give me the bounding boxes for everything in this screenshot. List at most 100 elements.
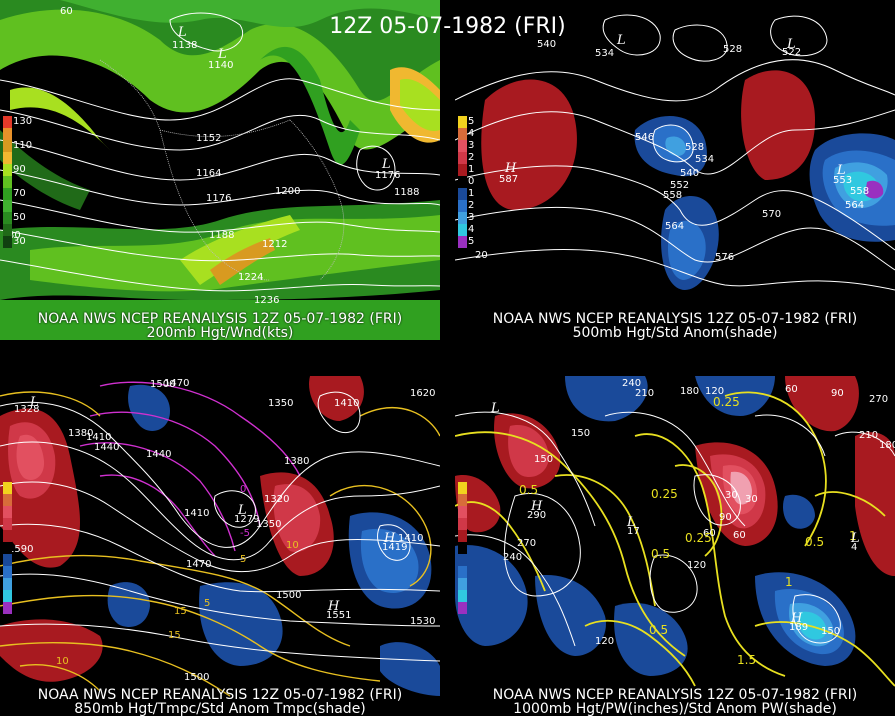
contour-label: 1176: [375, 170, 400, 181]
contour-label: 1224: [238, 272, 263, 283]
legend-swatch: [458, 518, 467, 530]
legend-label: 5: [468, 116, 475, 127]
map-title: 12Z 05-07-1982 (FRI): [329, 14, 566, 39]
legend-swatch: [458, 152, 467, 164]
svg-text:H: H: [327, 599, 340, 614]
pw-label: 1.5: [737, 653, 756, 667]
legend-swatch: [458, 566, 467, 578]
contour-label: 180: [879, 440, 895, 451]
legend-swatch: [458, 188, 467, 200]
legend-swatch: [458, 494, 467, 506]
contour-label: 180: [680, 386, 699, 397]
legend-label: 1: [468, 188, 475, 199]
contour-label: 270: [869, 394, 888, 405]
legend-swatch: [3, 224, 12, 236]
high-center-value: 290: [527, 510, 546, 521]
contour-label: 1470: [164, 378, 189, 389]
legend-swatch: [3, 590, 12, 602]
svg-text:L: L: [177, 25, 187, 40]
contour-labels-850mb: 1500 1470 1410 1440 1380 1440 1410 1350 …: [8, 378, 435, 683]
panel-1000mb: 240 210 180 120 60 90 150 270 240 150 12…: [455, 376, 895, 716]
contour-label: 540: [537, 39, 556, 50]
caption-variable: 500mb Hgt/Std Anom(shade): [572, 325, 778, 340]
caption-variable: 1000mb Hgt/PW(inches)/Std Anom PW(shade): [513, 701, 837, 716]
contour-label: 522: [782, 47, 801, 58]
svg-text:L: L: [217, 47, 227, 62]
contour-label: 1590: [8, 544, 33, 555]
legend-200mb: 130 110 90 70 50 30: [3, 116, 32, 248]
temp-labels-850mb: 0 -5 5 10 15 10 5 15: [56, 484, 299, 667]
contour-label: 150: [534, 454, 553, 465]
contour-label: 120: [705, 386, 724, 397]
contour-label: 570: [762, 209, 781, 220]
legend-swatch: [3, 164, 12, 176]
contour-label: 60: [733, 530, 746, 541]
legend-swatch: [3, 176, 12, 188]
legend-swatch: [3, 152, 12, 164]
lat-label: 20: [475, 250, 488, 261]
legend-swatch: [458, 116, 467, 128]
low-center-value: 1138: [172, 40, 197, 51]
contour-label: 60: [703, 528, 716, 539]
legend-label: 0: [468, 176, 475, 187]
caption-variable: 850mb Hgt/Tmpc/Std Anom Tmpc(shade): [74, 701, 366, 716]
lat-label: 60: [60, 6, 73, 17]
legend-swatch: [3, 116, 12, 128]
svg-text:H: H: [530, 499, 543, 514]
contour-label: 1410: [86, 432, 111, 443]
temp-label: 0: [240, 484, 246, 495]
contour-label: 1500: [150, 379, 175, 390]
temp-label: 5: [204, 598, 210, 609]
contour-label: 1410: [184, 508, 209, 519]
contour-labels-1000mb: 240 210 180 120 60 90 150 270 240 150 12…: [503, 378, 895, 647]
contour-label: 1188: [394, 187, 419, 198]
legend-swatch: [3, 566, 12, 578]
legend-swatch: [3, 236, 12, 248]
svg-text:L: L: [29, 395, 39, 410]
caption-source: NOAA NWS NCEP REANALYSIS 12Z 05-07-1982 …: [492, 687, 858, 703]
contour-label: 210: [859, 430, 878, 441]
contour-label: 1188: [209, 230, 234, 241]
low-center-value: 17: [627, 526, 640, 537]
contour-label: 546: [635, 132, 654, 143]
contour-label: 1380: [284, 456, 309, 467]
legend-swatch: [458, 212, 467, 224]
caption-variable: 200mb Hgt/Wnd(kts): [146, 325, 294, 340]
legend-swatch: [458, 128, 467, 140]
contour-label: 30: [745, 494, 758, 505]
legend-label: 4: [468, 224, 475, 235]
contour-label: 1236: [254, 295, 279, 306]
low-center-value: 1328: [14, 404, 39, 415]
high-center-value: 1551: [326, 610, 351, 621]
contour-label: 1440: [94, 442, 119, 453]
legend-label: 1: [468, 164, 475, 175]
legend-swatch: [3, 554, 12, 566]
legend-swatch: [458, 200, 467, 212]
legend-label: 3: [468, 140, 475, 151]
caption-source: NOAA NWS NCEP REANALYSIS 12Z 05-07-1982 …: [492, 311, 858, 327]
low-center-value: 1140: [208, 60, 233, 71]
contour-label: 564: [845, 200, 864, 211]
contour-label: 1530: [410, 616, 435, 627]
contour-label: 240: [503, 552, 522, 563]
pw-label: 0.5: [805, 535, 824, 549]
pw-label: 0.25: [685, 531, 712, 545]
contour-label: 270: [517, 538, 536, 549]
legend-swatch: [3, 530, 12, 542]
legend-swatch: [3, 506, 12, 518]
high-center-value: 189: [789, 622, 808, 633]
svg-text:H: H: [504, 161, 517, 176]
legend-swatch: [458, 224, 467, 236]
low-center-value: 1279: [234, 514, 259, 525]
legend-swatch: [458, 578, 467, 590]
contour-labels-200mb: 1152 1164 1176 1188 1200 1212 1224 1236 …: [196, 133, 419, 306]
contour-label: 90: [831, 388, 844, 399]
legend-label: 70: [13, 188, 26, 199]
map-200mb: 1152 1164 1176 1188 1200 1212 1224 1236 …: [0, 0, 440, 340]
contour-label: 1380: [68, 428, 93, 439]
map-850mb: 1500 1470 1410 1440 1380 1440 1410 1350 …: [0, 376, 440, 716]
pw-label: 0.5: [649, 623, 668, 637]
legend-label: 90: [13, 164, 26, 175]
contour-label: 1470: [186, 559, 211, 570]
contour-label: 60: [785, 384, 798, 395]
